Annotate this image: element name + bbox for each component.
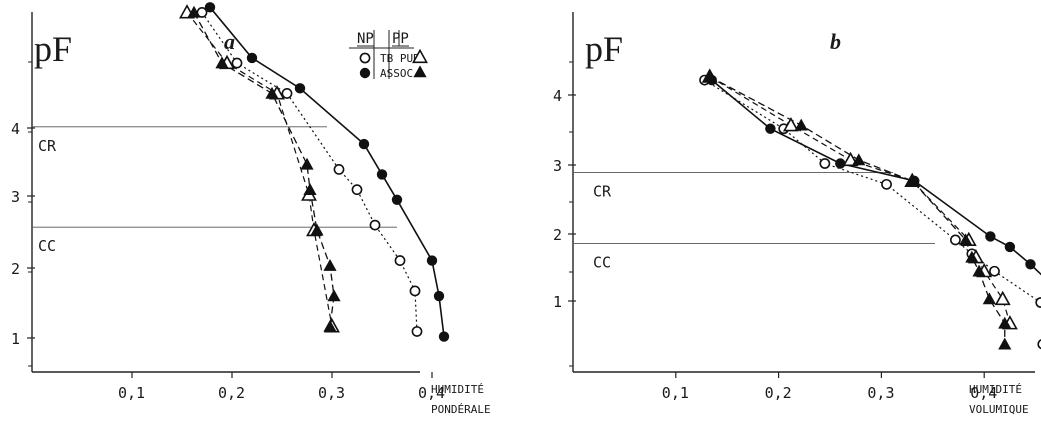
- x-tick-label: 0,3: [867, 384, 894, 402]
- x-tick-label: 0,2: [218, 384, 245, 402]
- series-line-open-triangle: [709, 76, 1011, 324]
- data-point-filled-circle: [391, 194, 403, 205]
- panel-b: 1 2 3 4 0,1 0,2 0,3 0,4 pF b HUMIDITÉ VOLUMIQUE CR CC: [553, 12, 1041, 416]
- data-point-open-circle: [333, 163, 345, 175]
- legend-marker-open-circle: [359, 52, 371, 64]
- data-point-filled-circle: [433, 290, 445, 302]
- legend-marker-filled-triangle: [413, 65, 427, 78]
- y-tick-label: 2: [553, 226, 562, 244]
- x-tick-label: 0,2: [765, 384, 792, 402]
- panel-label: a: [224, 29, 235, 54]
- data-point-filled-triangle: [327, 289, 341, 302]
- data-point-filled-triangle: [905, 174, 919, 187]
- panel-a: 1 2 3 4 0,1 0,2 0,3 0,4 pF a HUMIDITÉ PONDÉRALE CR CC…: [11, 2, 491, 416]
- data-point-filled-circle: [835, 158, 846, 169]
- data-point-filled-circle: [1025, 259, 1036, 270]
- data-point-filled-triangle: [303, 183, 317, 195]
- y-axis-title: pF: [34, 29, 72, 69]
- data-point-filled-triangle: [187, 5, 201, 18]
- series-line-open-circle: [704, 79, 1041, 304]
- panel-label: b: [830, 29, 841, 54]
- series-line-filled-triangle: [709, 76, 1006, 345]
- reference-label-cr: CR: [38, 137, 57, 155]
- data-point-filled-circle: [438, 331, 450, 342]
- x-tick-label: 0,4: [418, 384, 445, 402]
- data-point-open-circle: [881, 178, 892, 190]
- x-axis-title: HUMIDITÉ: [431, 383, 484, 396]
- data-point-open-circle: [819, 158, 831, 169]
- data-point-filled-triangle: [310, 223, 324, 236]
- data-point-open-circle: [1035, 297, 1041, 308]
- data-point-filled-triangle: [300, 157, 314, 170]
- data-point-open-triangle: [994, 290, 1011, 306]
- data-point-filled-triangle: [703, 70, 717, 82]
- data-point-filled-circle: [358, 138, 370, 150]
- y-tick-label: 2: [11, 260, 20, 278]
- series-line-open-circle: [201, 12, 418, 332]
- legend-header-np: NP: [357, 31, 374, 47]
- data-point-filled-circle: [204, 2, 216, 13]
- x-axis-title: PONDÉRALE: [431, 403, 491, 416]
- y-tick-label: 1: [11, 330, 20, 348]
- data-point-filled-triangle: [998, 316, 1012, 329]
- legend: NP PP TB PUR ASSOC.: [349, 30, 428, 80]
- y-tick-label: 3: [553, 157, 562, 175]
- data-point-filled-triangle: [215, 56, 229, 69]
- data-point-open-circle: [409, 285, 421, 297]
- data-point-filled-triangle: [852, 153, 866, 166]
- y-tick-label: 4: [553, 87, 562, 105]
- legend-label-tb-pur: TB PUR: [380, 52, 420, 65]
- x-tick-label: 0,3: [318, 384, 345, 402]
- y-axis-title: pF: [585, 29, 623, 69]
- reference-label-cc: CC: [593, 253, 611, 271]
- data-point-filled-circle: [985, 231, 996, 242]
- x-tick-label: 0,4: [970, 384, 997, 402]
- data-point-filled-triangle: [323, 319, 337, 332]
- data-point-filled-triangle: [998, 337, 1012, 350]
- data-point-open-circle: [394, 255, 406, 266]
- data-point-filled-circle: [376, 169, 388, 180]
- y-tick-label: 4: [11, 120, 20, 138]
- series-line-open-triangle: [186, 12, 333, 327]
- legend-marker-filled-circle: [359, 67, 371, 79]
- data-point-filled-triangle: [972, 264, 986, 277]
- reference-label-cc: CC: [38, 237, 56, 255]
- data-point-filled-circle: [1004, 241, 1016, 253]
- x-axis-title: VOLUMIQUE: [969, 403, 1029, 416]
- data-point-filled-circle: [765, 123, 776, 134]
- data-point-open-circle: [281, 88, 293, 99]
- data-point-open-circle: [369, 219, 381, 231]
- reference-label-cr: CR: [593, 183, 612, 201]
- data-point-open-circle: [950, 234, 961, 246]
- data-point-filled-triangle: [794, 118, 808, 131]
- data-point-open-circle: [351, 184, 363, 196]
- data-point-filled-triangle: [959, 233, 973, 246]
- data-point-filled-circle: [294, 83, 306, 94]
- x-tick-label: 0,1: [118, 384, 145, 402]
- y-tick-label: 1: [553, 293, 562, 311]
- x-tick-label: 0,1: [662, 384, 689, 402]
- legend-label-assoc: ASSOC.: [380, 67, 420, 80]
- legend-marker-open-triangle: [412, 48, 428, 64]
- data-point-filled-triangle: [265, 86, 279, 99]
- data-point-filled-circle: [246, 52, 258, 64]
- data-point-filled-triangle: [965, 250, 979, 263]
- series-line-filled-circle: [711, 79, 1041, 276]
- y-tick-label: 3: [11, 188, 20, 206]
- data-point-filled-triangle: [323, 259, 337, 271]
- data-point-open-circle: [989, 265, 1000, 277]
- data-point-filled-triangle: [982, 292, 996, 305]
- data-point-open-circle: [1037, 339, 1041, 350]
- data-point-open-triangle: [782, 117, 799, 132]
- data-point-filled-circle: [426, 255, 438, 266]
- x-axis-title: HUMIDITÉ: [969, 383, 1022, 396]
- legend-header-pp: PP: [392, 31, 409, 47]
- data-point-open-circle: [411, 326, 423, 337]
- data-point-open-circle: [231, 57, 243, 69]
